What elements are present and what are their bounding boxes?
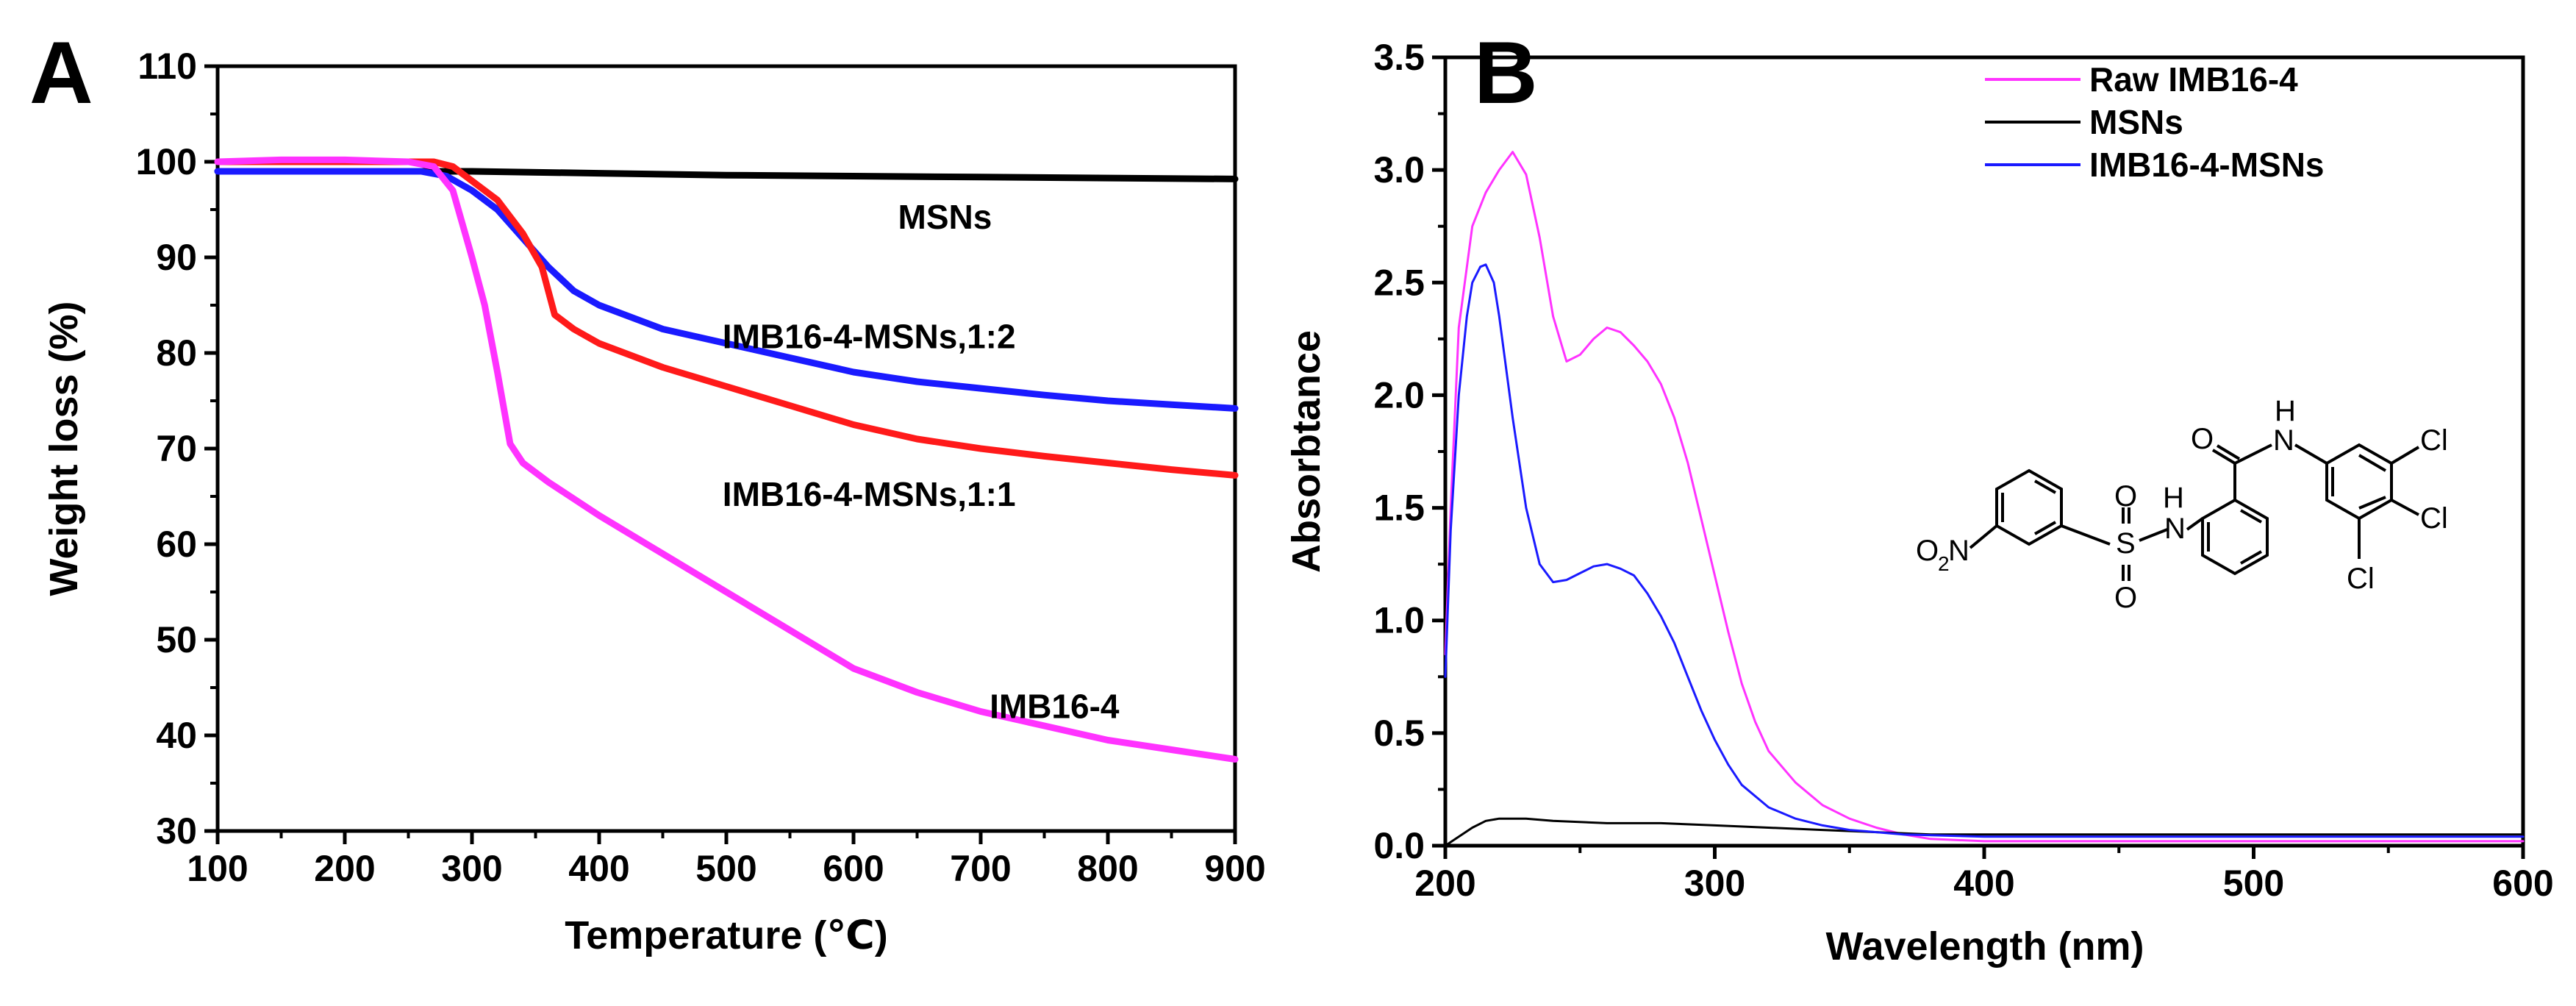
- series-annotation: IMB16-4: [990, 688, 1120, 726]
- y-tick-label: 3.5: [1373, 37, 1425, 78]
- molecule-atom-labels: O 2 N S O O H N O H N Cl Cl Cl: [1916, 395, 2448, 614]
- x-tick-label: 600: [2492, 863, 2553, 904]
- x-tick-label: 600: [823, 848, 884, 889]
- amide-h-label: H: [2275, 395, 2296, 427]
- panel-a-chart: A 100 200 300 400 500 600 700 800 900 30 40 50 60 70 8…: [29, 24, 1266, 957]
- series-annotation: MSNs: [898, 198, 992, 236]
- nitrophenyl-ring: [1995, 468, 2063, 546]
- y-tick-label: 100: [136, 141, 197, 182]
- panel-b-axes: 200 300 400 500 600 0.0 0.5 1.0 1.5 2.0 2.5 3.0 3.5: [1373, 37, 2553, 904]
- x-tick-label: 200: [1414, 863, 1475, 904]
- y-tick-label: 60: [156, 524, 197, 565]
- amide-bond: [2234, 443, 2272, 465]
- y-tick-label: 50: [156, 619, 197, 660]
- panel-a-ylabel: Weight loss (%): [42, 301, 86, 596]
- y-tick-label: 0.0: [1373, 825, 1425, 866]
- panel-b-legend: Raw IMB16-4 MSNs IMB16-4-MSNs: [1985, 60, 2325, 184]
- sulfonyl-o-bottom-label: O: [2114, 582, 2137, 614]
- nitro-o-subscript: 2: [1938, 552, 1950, 575]
- panel-b-chart: B 200 300 400 500 600 0.0 0.5 1.0 1.5 2.0 2.5 3.0 3.…: [1284, 24, 2554, 968]
- x-tick-label: 200: [314, 848, 375, 889]
- sulfonyl-o-top-label: O: [2114, 480, 2137, 513]
- y-tick-label: 110: [137, 46, 197, 87]
- y-tick-label: 80: [156, 332, 197, 374]
- x-tick-label: 300: [1684, 863, 1745, 904]
- n-aryl-bond: [2294, 443, 2328, 465]
- cl-bond: [2390, 446, 2420, 465]
- x-tick-label: 700: [950, 848, 1011, 889]
- nitro-bond: [1969, 524, 1998, 549]
- y-tick-label: 30: [156, 810, 197, 852]
- nitro-n-label: N: [1948, 535, 1969, 567]
- series-annotation: IMB16-4-MSNs,1:1: [723, 475, 1016, 513]
- y-tick-label: 2.5: [1373, 262, 1425, 303]
- series-annotation: IMB16-4-MSNs,1:2: [723, 318, 1016, 356]
- panel-b-label: B: [1474, 24, 1538, 122]
- ring-bond: [2358, 496, 2386, 510]
- n-ring-bond: [2186, 517, 2204, 531]
- y-tick-label: 1.0: [1373, 600, 1425, 641]
- y-tick-label: 3.0: [1373, 149, 1425, 190]
- y-tick-label: 70: [156, 428, 197, 469]
- benzamide-ring: [2201, 498, 2269, 576]
- co-bond: [2211, 449, 2236, 465]
- cl-top-label: Cl: [2420, 424, 2448, 457]
- y-tick-label: 90: [156, 237, 197, 278]
- x-tick-label: 100: [187, 848, 248, 889]
- ring-bond: [2240, 509, 2262, 524]
- carbonyl-o-label: O: [2191, 423, 2214, 455]
- x-tick-label: 400: [568, 848, 629, 889]
- series-line-imb16-4: [214, 156, 1239, 763]
- ring-bond: [2034, 479, 2056, 494]
- ring-bond: [2034, 521, 2056, 535]
- series-line-imb16-4-msns: [1444, 263, 2525, 838]
- y-tick-label: 1.5: [1373, 488, 1425, 529]
- cl-mid-label: Cl: [2420, 502, 2448, 535]
- s-n-bond: [2139, 528, 2168, 542]
- sulfonamide-n-label: N: [2164, 513, 2186, 545]
- co-bond: [2216, 444, 2241, 460]
- cl-bottom-label: Cl: [2347, 563, 2375, 595]
- x-tick-label: 900: [1204, 848, 1265, 889]
- x-tick-label: 500: [2223, 863, 2284, 904]
- x-tick-label: 500: [695, 848, 756, 889]
- y-tick-label: 40: [156, 715, 197, 756]
- x-tick-label: 800: [1077, 848, 1138, 889]
- panel-a-label: A: [29, 24, 93, 122]
- ring-bond: [2240, 550, 2262, 565]
- panel-b-ylabel: Absorbtance: [1284, 330, 1328, 573]
- amide-n-label: N: [2273, 424, 2294, 457]
- panel-a-series: [214, 156, 1239, 763]
- series-line-imb16-4-msns-1-2: [214, 168, 1239, 412]
- nitro-o-label: O: [1916, 535, 1939, 567]
- panel-b-series: [1444, 151, 2525, 847]
- imb16-4-structure: [1969, 443, 2420, 581]
- sulfonyl-bond: [2061, 524, 2111, 546]
- cl-bond: [2391, 499, 2419, 516]
- y-tick-label: 2.0: [1373, 374, 1425, 415]
- panel-a-axes: 100 200 300 400 500 600 700 800 900 30 40 50 60 70 80 9…: [136, 46, 1266, 889]
- x-tick-label: 400: [1953, 863, 2014, 904]
- panel-b-plot-frame: [1443, 55, 2525, 848]
- panel-a-xlabel: Temperature (℃): [565, 913, 887, 957]
- series-line-raw-imb16-4: [1444, 151, 2525, 843]
- y-tick-label: 0.5: [1373, 713, 1425, 754]
- legend-entry: IMB16-4-MSNs: [2089, 146, 2325, 184]
- ring-bond: [2358, 454, 2387, 472]
- series-line-imb16-4-msns-1-1: [214, 158, 1239, 479]
- panel-b-xlabel: Wavelength (nm): [1825, 924, 2144, 968]
- series-line-msns: [1444, 817, 2525, 847]
- sulfonyl-s-label: S: [2116, 527, 2136, 560]
- panel-a-annotations: MSNs IMB16-4-MSNs,1:2 IMB16-4-MSNs,1:1 IMB1…: [723, 198, 1120, 726]
- sulfonamide-h-label: H: [2163, 482, 2184, 514]
- x-tick-label: 300: [441, 848, 502, 889]
- legend-entry: Raw IMB16-4: [2089, 60, 2298, 99]
- legend-entry: MSNs: [2089, 103, 2183, 141]
